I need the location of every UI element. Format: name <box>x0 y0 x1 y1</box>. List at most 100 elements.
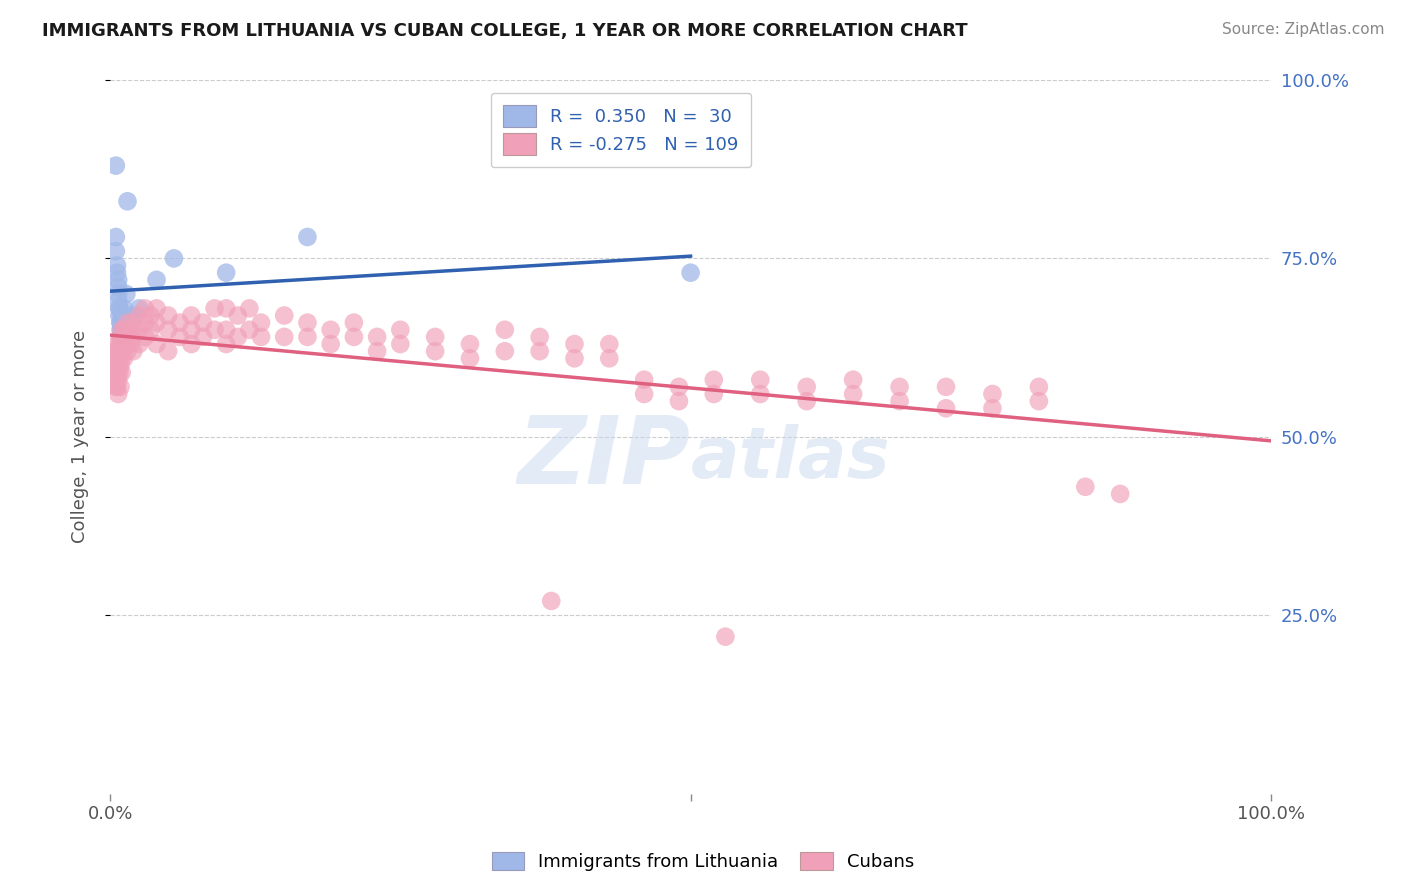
Point <box>935 380 957 394</box>
Point <box>128 309 150 323</box>
Point <box>107 287 129 301</box>
Point <box>107 280 129 294</box>
Point <box>104 359 127 373</box>
Point <box>128 323 150 337</box>
Point <box>204 323 226 337</box>
Legend: Immigrants from Lithuania, Cubans: Immigrants from Lithuania, Cubans <box>484 845 922 879</box>
Point <box>104 344 127 359</box>
Point <box>110 330 132 344</box>
Point <box>105 337 128 351</box>
Text: IMMIGRANTS FROM LITHUANIA VS CUBAN COLLEGE, 1 YEAR OR MORE CORRELATION CHART: IMMIGRANTS FROM LITHUANIA VS CUBAN COLLE… <box>42 22 967 40</box>
Point <box>703 387 725 401</box>
Point <box>120 337 142 351</box>
Point <box>111 330 134 344</box>
Point <box>111 366 134 380</box>
Point <box>110 323 132 337</box>
Point <box>112 337 135 351</box>
Point <box>714 630 737 644</box>
Point <box>842 373 865 387</box>
Point <box>749 387 772 401</box>
Text: Source: ZipAtlas.com: Source: ZipAtlas.com <box>1222 22 1385 37</box>
Point <box>110 380 132 394</box>
Point <box>749 373 772 387</box>
Point <box>297 330 319 344</box>
Point <box>110 359 132 373</box>
Point <box>108 301 131 316</box>
Point <box>366 330 388 344</box>
Point <box>122 316 145 330</box>
Point <box>796 380 818 394</box>
Point <box>389 337 412 351</box>
Point <box>110 316 132 330</box>
Point <box>598 351 620 366</box>
Point <box>111 323 134 337</box>
Point <box>111 337 134 351</box>
Point <box>1028 394 1050 409</box>
Point <box>110 330 132 344</box>
Point <box>238 301 260 316</box>
Point <box>1074 480 1097 494</box>
Point <box>104 244 127 259</box>
Point <box>117 344 139 359</box>
Point <box>319 337 342 351</box>
Point <box>145 273 167 287</box>
Point <box>250 316 273 330</box>
Point <box>122 309 145 323</box>
Point <box>115 287 138 301</box>
Point <box>134 330 156 344</box>
Point <box>343 316 366 330</box>
Point <box>319 323 342 337</box>
Point <box>108 309 131 323</box>
Point <box>981 387 1004 401</box>
Point <box>180 309 202 323</box>
Point <box>108 351 131 366</box>
Point <box>105 351 128 366</box>
Point <box>458 351 481 366</box>
Point <box>105 259 128 273</box>
Point <box>111 309 134 323</box>
Point <box>105 380 128 394</box>
Point <box>134 301 156 316</box>
Point <box>191 316 214 330</box>
Point <box>366 344 388 359</box>
Point <box>120 323 142 337</box>
Point <box>139 309 162 323</box>
Point <box>107 359 129 373</box>
Point <box>107 373 129 387</box>
Point <box>1109 487 1132 501</box>
Point <box>112 301 135 316</box>
Point <box>191 330 214 344</box>
Point <box>163 252 186 266</box>
Point <box>215 337 238 351</box>
Point <box>134 316 156 330</box>
Point <box>215 301 238 316</box>
Point <box>145 301 167 316</box>
Point <box>157 309 180 323</box>
Point <box>107 344 129 359</box>
Point <box>633 387 655 401</box>
Point <box>564 337 586 351</box>
Point <box>668 380 690 394</box>
Point <box>112 323 135 337</box>
Point <box>1028 380 1050 394</box>
Point <box>204 301 226 316</box>
Point <box>389 323 412 337</box>
Point <box>180 337 202 351</box>
Point <box>250 330 273 344</box>
Point <box>169 330 191 344</box>
Point <box>104 380 127 394</box>
Point <box>494 344 516 359</box>
Point <box>122 330 145 344</box>
Text: ZIP: ZIP <box>517 412 690 504</box>
Point <box>112 351 135 366</box>
Point <box>104 373 127 387</box>
Point <box>107 273 129 287</box>
Point <box>297 316 319 330</box>
Point <box>215 323 238 337</box>
Point <box>110 344 132 359</box>
Point <box>679 266 702 280</box>
Point <box>145 316 167 330</box>
Point <box>128 337 150 351</box>
Point <box>935 401 957 416</box>
Point <box>215 266 238 280</box>
